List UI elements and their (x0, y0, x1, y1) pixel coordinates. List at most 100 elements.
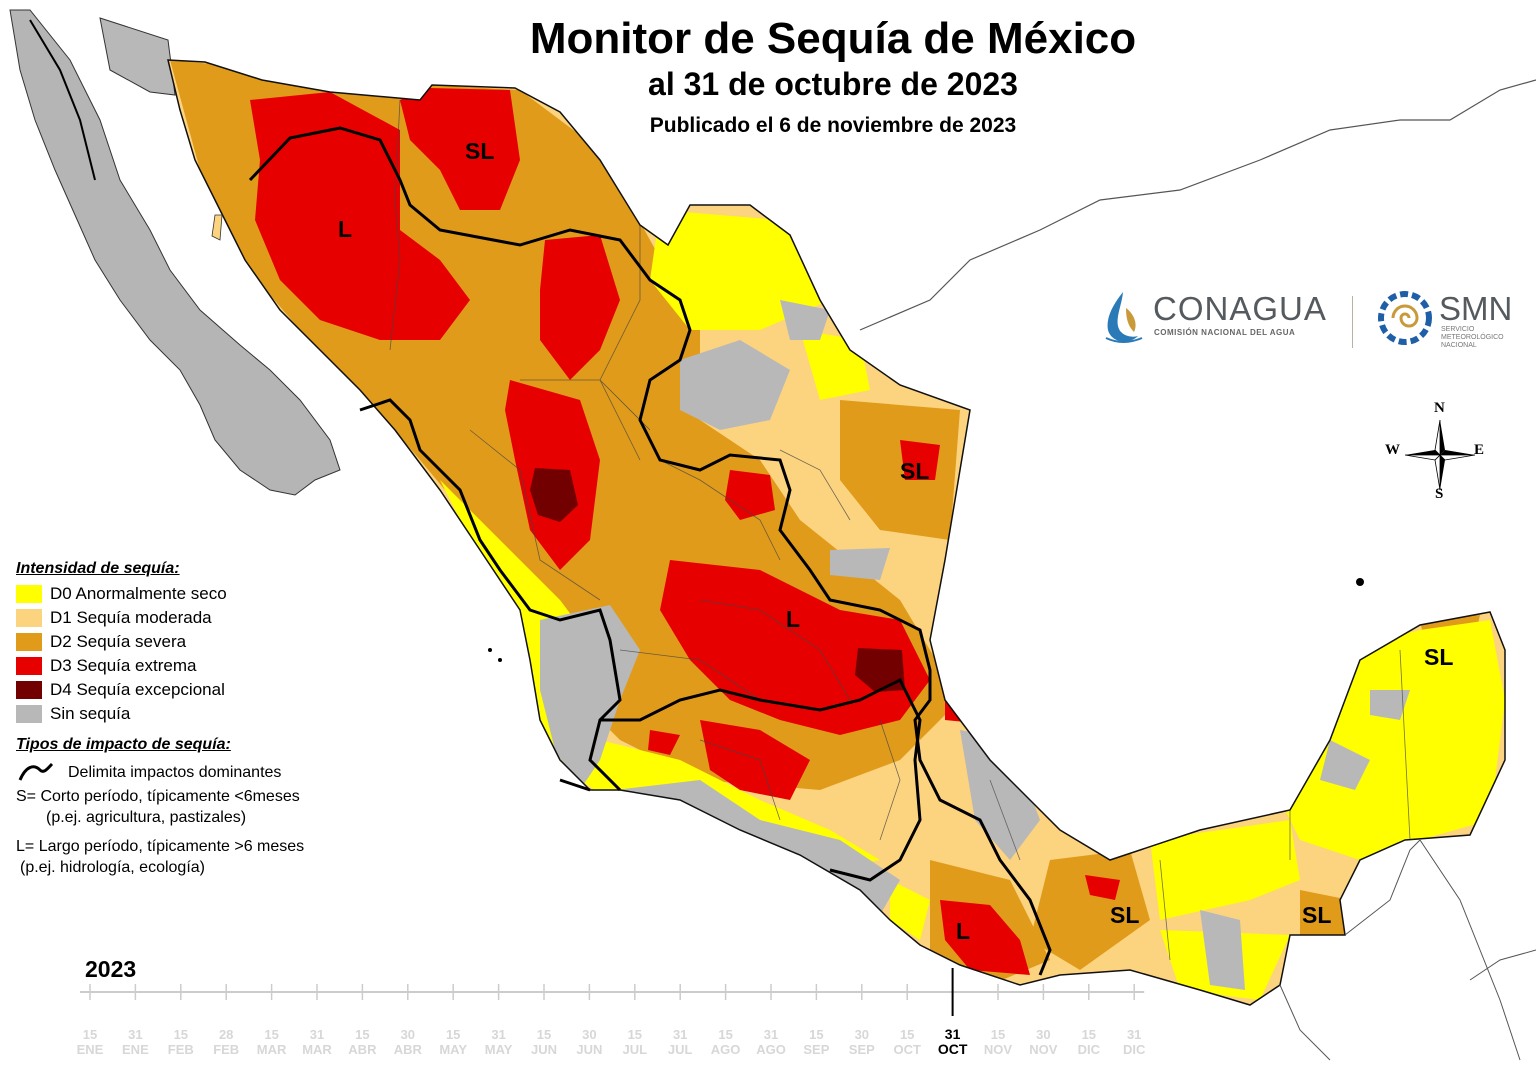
timeline-tick-day: 30 (400, 1027, 416, 1042)
legend-item-d0: D0 Anormalmente seco (16, 582, 396, 606)
timeline-tick-month: MAR (302, 1042, 332, 1057)
timeline-tick-label: 15 FEB (159, 1027, 203, 1057)
timeline-tick-day: 15 (82, 1027, 98, 1042)
legend-impact-line-label: Delimita impactos dominantes (68, 763, 282, 781)
impact-label-l-sonora: L (338, 216, 353, 242)
legend: Intensidad de sequía: D0 Anormalmente se… (16, 560, 396, 878)
timeline-tick-month: ENE (76, 1042, 104, 1057)
legend-swatch-d3 (16, 657, 42, 675)
timeline-tick-month: NOV (983, 1042, 1013, 1057)
timeline-tick-day: 31 (763, 1027, 779, 1042)
impact-boundary-south (359, 398, 622, 792)
timeline-tick-month: JUL (622, 1042, 648, 1057)
timeline-tick-day: 15 (355, 1027, 370, 1042)
legend-swatch-d2 (16, 633, 42, 651)
timeline-tick-month: NOV (1029, 1042, 1058, 1057)
smn-logo: SMN SERVICIO METEOROLÓGICO NACIONAL (1375, 288, 1535, 352)
timeline-tick-day: 31 (128, 1027, 143, 1042)
legend-swatch-d4 (16, 681, 42, 699)
timeline-year: 2023 (85, 956, 137, 982)
legend-label-d2: D2 Sequía severa (50, 632, 187, 651)
timeline-tick-day: 31 (1126, 1027, 1142, 1042)
impact-label-sl-chiapas: SL (1302, 902, 1332, 928)
legend-label-d3: D3 Sequía extrema (50, 656, 197, 675)
timeline-tick-label: 31 MAR (295, 1027, 339, 1057)
timeline-tick-label: 31 ENE (113, 1027, 157, 1057)
timeline-tick-label: 15 AGO (704, 1027, 748, 1057)
timeline-tick-month: MAR (256, 1042, 287, 1057)
timeline-tick-day: 31 (944, 1026, 961, 1042)
legend-impact-line-item: Delimita impactos dominantes (16, 758, 396, 786)
timeline-tick-month: DIC (1077, 1042, 1100, 1057)
timeline-tick-label: 28 FEB (204, 1027, 248, 1057)
timeline-tick-day: 15 (627, 1027, 643, 1042)
timeline-tick-day: 31 (491, 1027, 506, 1042)
timeline-tick-month: AGO (756, 1042, 786, 1057)
conagua-drop-icon (1105, 292, 1143, 343)
publication-date: Publicado el 6 de noviembre de 2023 (649, 114, 1017, 137)
timeline-tick-label: 30 NOV (1021, 1027, 1065, 1057)
timeline-tick-label: 15 DIC (1067, 1027, 1111, 1057)
timeline-tick-label: 15 MAY (431, 1027, 475, 1057)
timeline-tick-label: 15 ABR (340, 1027, 384, 1057)
legend-swatch-d1 (16, 609, 42, 627)
compass-west: W (1385, 442, 1400, 458)
timeline-tick-month: AGO (710, 1042, 741, 1057)
timeline-tick-month: OCT (893, 1042, 921, 1057)
timeline-tick-label: 30 SEP (840, 1027, 884, 1057)
timeline-tick-day: 15 (1081, 1027, 1097, 1042)
timeline-tick-day: 15 (718, 1027, 733, 1042)
timeline-tick-day: 30 (582, 1027, 597, 1042)
timeline-tick-month: ENE (122, 1042, 149, 1057)
legend-item-d1: D1 Sequía moderada (16, 606, 396, 630)
legend-label-d4: D4 Sequía excepcional (50, 680, 225, 699)
timeline-tick-month: OCT (937, 1041, 968, 1057)
smn-subtitle-line-3: NACIONAL (1441, 342, 1477, 349)
legend-item-d4: D4 Sequía excepcional (16, 678, 396, 702)
timeline-tick-day: 15 (809, 1027, 824, 1042)
impact-label-sl-north: SL (465, 138, 495, 164)
timeline-tick-month: FEB (213, 1042, 240, 1057)
timeline-tick-month: DIC (1122, 1042, 1146, 1057)
timeline-tick-day: 31 (672, 1027, 688, 1042)
usa-coastline (859, 79, 1536, 331)
smn-name: SMN (1439, 290, 1513, 327)
logo-divider (1352, 296, 1353, 348)
legend-impact-short-example: (p.ej. agricultura, pastizales) (46, 809, 247, 826)
timeline-tick-label: 15 NOV (976, 1027, 1020, 1057)
timeline-tick-label: 31 JUL (658, 1027, 702, 1057)
impact-boundary-center (600, 677, 922, 882)
compass-rose-icon: N S W E (1380, 400, 1490, 510)
timeline-tick-label: 15 SEP (794, 1027, 838, 1057)
timeline-tick-label: 15 JUN (522, 1027, 566, 1057)
timeline-tick-day: 30 (854, 1027, 870, 1042)
timeline-tick-day: 28 (218, 1027, 234, 1042)
timeline-tick-label: 30 JUN (567, 1027, 611, 1057)
timeline-tick-label: 31 AGO (749, 1027, 793, 1057)
legend-item-d3: D3 Sequía extrema (16, 654, 396, 678)
timeline-tick-month: JUN (530, 1042, 557, 1057)
impact-label-sl-tamaulipas: SL (900, 458, 930, 484)
timeline-tick-month: JUL (667, 1042, 693, 1057)
timeline-tick-label: 31 OCT (931, 1027, 975, 1057)
timeline-tick-month: SEP (848, 1042, 875, 1057)
map-title: Monitor de Sequía de México (529, 14, 1137, 63)
timeline-tick-day: 15 (173, 1027, 189, 1042)
smn-subtitle-line-1: SERVICIO (1441, 326, 1475, 333)
timeline-tick-label: 15 MAR (250, 1027, 294, 1057)
timeline-tick-label: 15 OCT (885, 1027, 929, 1057)
cuba-coastline (1469, 949, 1536, 981)
conagua-name: CONAGUA (1153, 290, 1327, 327)
conagua-logo: CONAGUA COMISIÓN NACIONAL DEL AGUA (1098, 288, 1338, 352)
timeline-tick-label: 30 ABR (386, 1027, 430, 1057)
timeline-tick-month: MAY (439, 1042, 468, 1057)
legend-impact-short: S= Corto período, típicamente <6meses (16, 788, 300, 805)
timeline-tick-label: 15 ENE (68, 1027, 112, 1057)
conagua-subtitle: COMISIÓN NACIONAL DEL AGUA (1154, 328, 1296, 337)
timeline-tick-month: MAY (484, 1042, 513, 1057)
legend-impact-heading: Tipos de impacto de sequía: (16, 736, 231, 753)
smn-spiral-icon (1378, 291, 1432, 345)
timeline-tick-label: 15 JUL (613, 1027, 657, 1057)
timeline-tick-month: ABR (348, 1042, 377, 1057)
